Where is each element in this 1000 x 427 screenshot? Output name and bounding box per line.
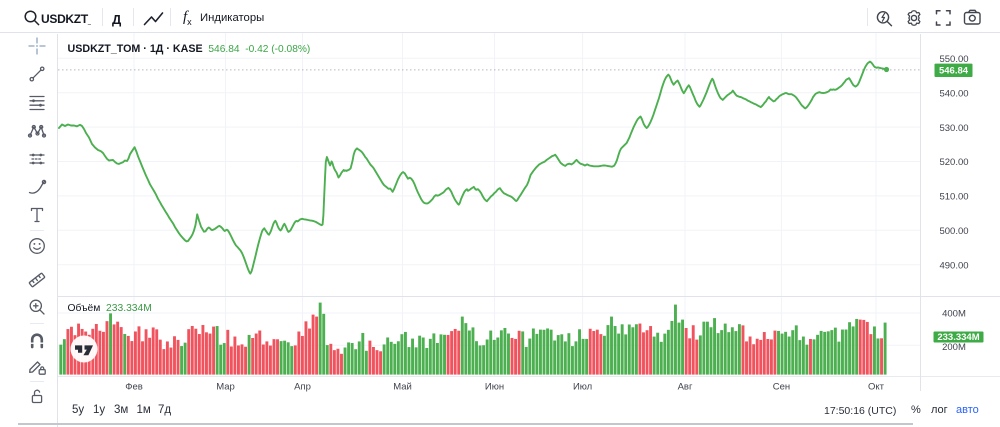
svg-text:530.00: 530.00 [939,123,968,134]
svg-text:Апр: Апр [294,382,311,393]
svg-text:Май: Май [393,382,412,393]
svg-text:200M: 200M [942,342,966,353]
svg-text:500.00: 500.00 [939,226,968,237]
svg-text:Мар: Мар [216,382,235,393]
svg-text:546.84: 546.84 [939,66,969,77]
svg-text:Окт: Окт [868,382,885,393]
svg-text:Сен: Сен [773,382,790,393]
svg-text:490.00: 490.00 [939,260,968,271]
svg-text:Авг: Авг [678,382,693,393]
svg-text:520.00: 520.00 [939,157,968,168]
svg-text:400M: 400M [942,309,966,320]
svg-text:Фев: Фев [125,382,143,393]
svg-text:Июл: Июл [573,382,592,393]
svg-text:540.00: 540.00 [939,88,968,99]
svg-text:510.00: 510.00 [939,192,968,203]
svg-text:233.334M: 233.334M [937,332,979,343]
svg-text:550.00: 550.00 [939,54,968,65]
svg-text:Июн: Июн [485,382,504,393]
